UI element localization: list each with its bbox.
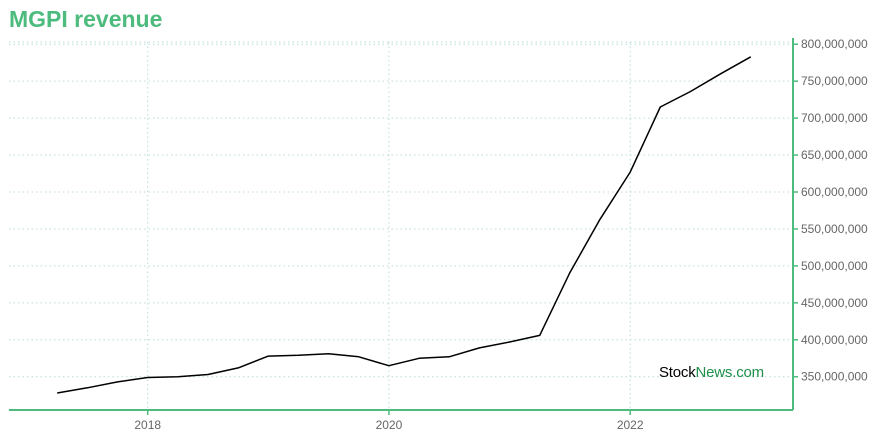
y-tick-label: 650,000,000 bbox=[801, 148, 868, 162]
y-tick-label: 750,000,000 bbox=[801, 74, 868, 88]
chart-title: MGPI revenue bbox=[9, 6, 163, 32]
series-layer bbox=[57, 56, 752, 394]
y-tick-label: 550,000,000 bbox=[801, 222, 868, 236]
axes bbox=[9, 38, 798, 415]
x-tick-label: 2020 bbox=[376, 418, 403, 432]
tick-labels: 350,000,000 400,000,000 450,000,000 500,000… bbox=[134, 37, 868, 432]
y-tick-label: 450,000,000 bbox=[801, 296, 868, 310]
watermark-part-news: News bbox=[695, 364, 733, 381]
watermark-part-stock: Stock bbox=[659, 364, 696, 381]
watermark-part-dotcom: .com bbox=[732, 364, 764, 381]
x-tick-label: 2022 bbox=[617, 418, 644, 432]
grid-lines bbox=[9, 41, 793, 410]
y-tick-label: 350,000,000 bbox=[801, 370, 868, 384]
x-tick-label: 2018 bbox=[134, 418, 161, 432]
y-tick-label: 600,000,000 bbox=[801, 185, 868, 199]
stocknews-watermark: StockNews.com bbox=[659, 364, 764, 381]
y-tick-label: 800,000,000 bbox=[801, 37, 868, 51]
y-tick-label: 700,000,000 bbox=[801, 111, 868, 125]
revenue-series-line bbox=[57, 56, 752, 394]
y-tick-label: 500,000,000 bbox=[801, 259, 868, 273]
y-tick-label: 400,000,000 bbox=[801, 333, 868, 347]
